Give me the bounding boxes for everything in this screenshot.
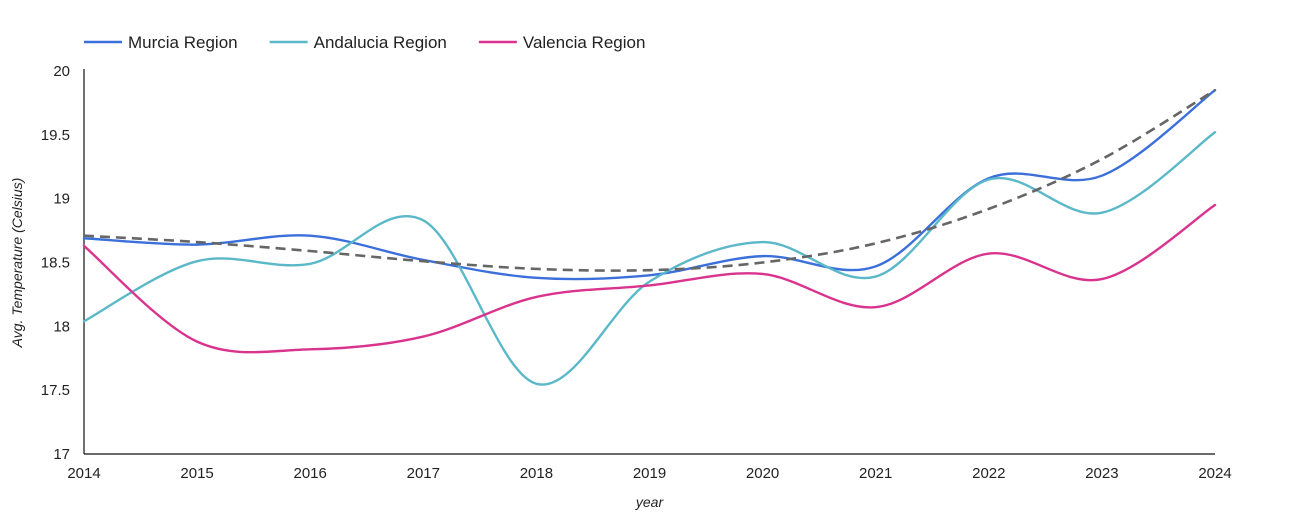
y-axis-ticks: 17 17.5 18 18.5 19 19.5 20 <box>41 63 70 463</box>
y-tick-label: 17 <box>53 446 70 463</box>
y-tick-label: 20 <box>53 63 70 80</box>
legend-label-2: Andalucia Region <box>314 33 447 52</box>
x-tick-label: 2024 <box>1198 465 1231 482</box>
x-tick-label: 2017 <box>407 465 440 482</box>
x-tick-label: 2019 <box>633 465 666 482</box>
x-tick-label: 2018 <box>520 465 553 482</box>
x-tick-label: 2014 <box>67 465 100 482</box>
y-tick-label: 18 <box>53 318 70 335</box>
y-tick-label: 19 <box>53 191 70 208</box>
y-tick-label: 17.5 <box>41 382 70 399</box>
x-tick-label: 2021 <box>859 465 892 482</box>
legend-label-1: Murcia Region <box>128 33 238 52</box>
series-layer <box>82 88 1217 386</box>
y-tick-label: 18.5 <box>41 255 70 272</box>
legend: Murcia Region Andalucia Region Valencia Re… <box>84 33 645 52</box>
legend-label-3: Valencia Region <box>523 33 646 52</box>
x-tick-label: 2016 <box>294 465 327 482</box>
x-axis-ticks: 2014 2015 2016 2017 2018 2019 2020 2021 2022 2023… <box>67 465 1231 482</box>
x-axis-title: year <box>635 494 665 510</box>
x-tick-label: 2015 <box>180 465 213 482</box>
trendline <box>83 89 1216 272</box>
x-tick-label: 2022 <box>972 465 1005 482</box>
series-line-1 <box>82 88 1217 281</box>
y-tick-label: 19.5 <box>41 127 70 144</box>
series-line-3 <box>82 203 1217 354</box>
x-tick-label: 2023 <box>1085 465 1118 482</box>
series-line-2 <box>82 131 1217 386</box>
y-axis-title: Avg. Temperature (Celsius) <box>9 178 25 349</box>
x-tick-label: 2020 <box>746 465 779 482</box>
